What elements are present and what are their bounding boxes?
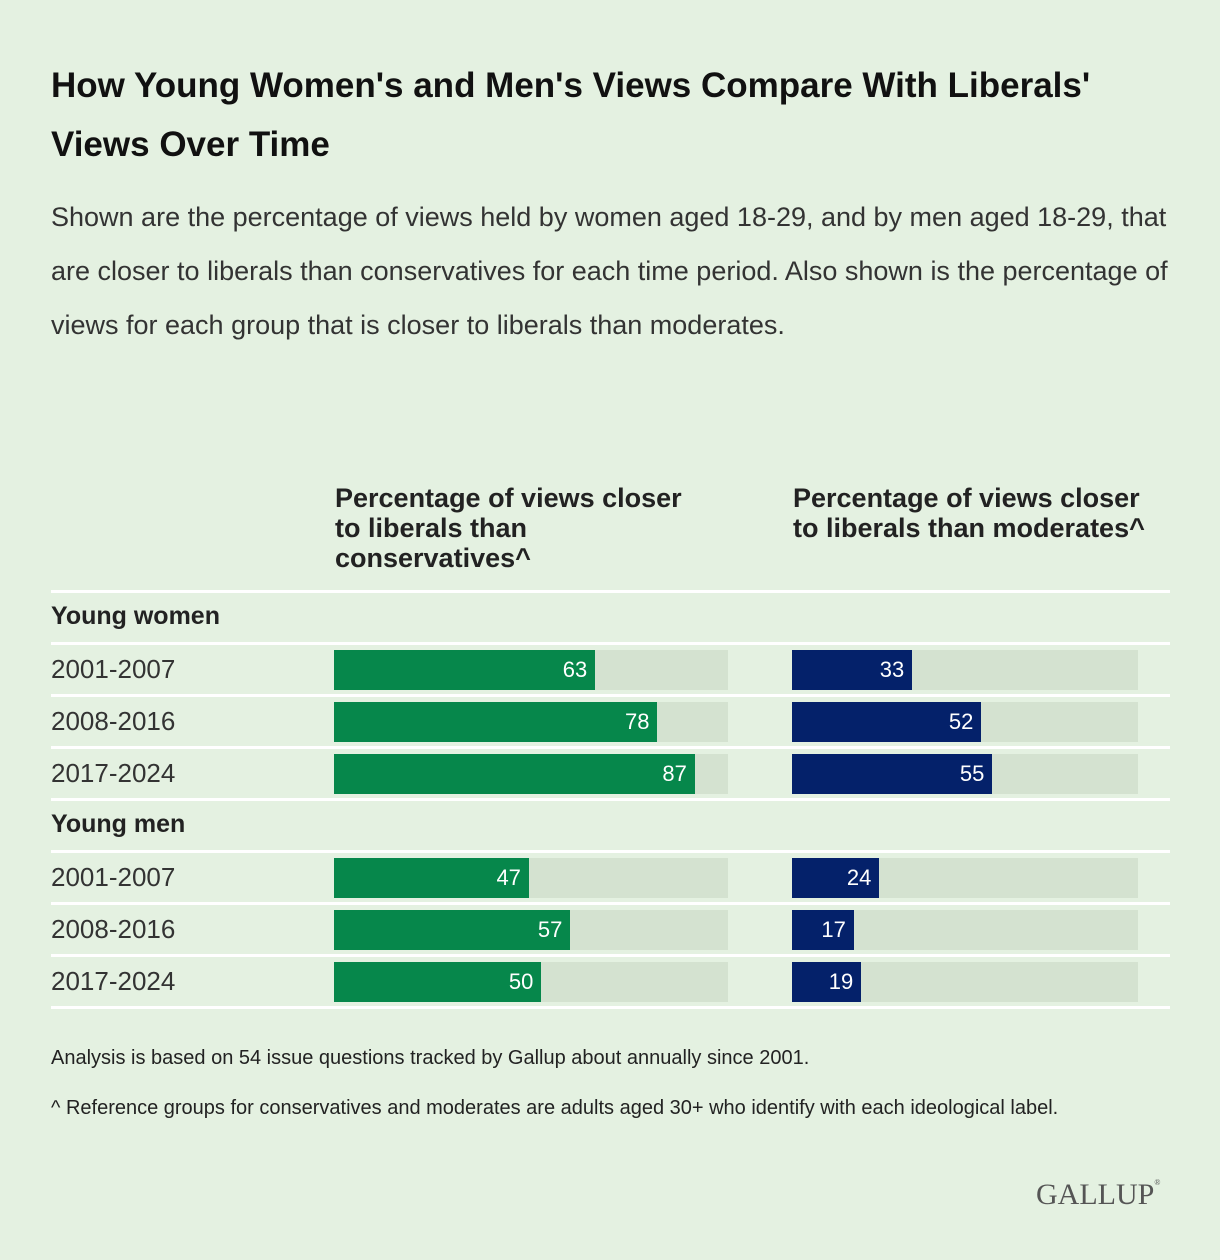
bar [334,910,571,950]
divider [51,642,1170,645]
chart-title: How Young Women's and Men's Views Compar… [51,66,1091,164]
bar-track: 52 [792,702,1138,742]
period-label: 2017-2024 [51,966,176,996]
period-label: 2017-2024 [51,758,176,788]
column-header-moderates: Percentage of views closer to liberals t… [793,483,1145,543]
bar [792,858,880,898]
divider [51,798,1170,801]
bar [792,962,862,1002]
data-label: 17 [821,917,846,942]
bar-track: 78 [334,702,728,742]
data-label: 52 [948,709,974,734]
data-label: 55 [959,761,985,786]
bar [792,650,913,690]
column-header-conservatives: Percentage of views closer to liberals t… [335,483,682,573]
bar [334,962,542,1002]
data-label: 57 [537,917,563,942]
bar-track: 55 [792,754,1138,794]
divider [51,1006,1170,1009]
period-label: 2008-2016 [51,914,176,944]
bar [792,910,854,950]
bar-track: 63 [334,650,728,690]
data-label: 19 [828,969,854,994]
bar [334,702,658,742]
bar-track: 57 [334,910,728,950]
bar-track: 17 [792,910,1138,950]
divider [51,746,1170,749]
divider [51,590,1170,593]
data-label: 63 [562,657,588,682]
data-label: 87 [662,761,687,786]
bar-track: 50 [334,962,728,1002]
group-label: Young men [51,810,186,838]
bar-track: 33 [792,650,1138,690]
footnote-analysis: Analysis is based on 54 issue questions … [51,1047,810,1069]
bar-track: 87 [334,754,728,794]
data-label: 78 [625,709,650,734]
divider [51,850,1170,853]
group-label: Young women [51,602,220,630]
bar-track: 19 [792,962,1138,1002]
divider [51,954,1170,957]
bar-track: 24 [792,858,1138,898]
bar [334,754,695,794]
bar [334,650,596,690]
chart-subtitle: Shown are the percentage of views held b… [51,202,1168,340]
period-label: 2001-2007 [51,862,176,892]
data-label: 50 [508,969,534,994]
gallup-logo: GALLUP® [1036,1178,1161,1211]
period-label: 2008-2016 [51,706,176,736]
data-label: 47 [496,865,521,890]
bar [334,858,529,898]
bar-track: 47 [334,858,728,898]
divider [51,694,1170,697]
data-label: 33 [879,657,905,682]
data-label: 24 [846,865,872,890]
bar [792,702,982,742]
period-label: 2001-2007 [51,654,176,684]
divider [51,902,1170,905]
bar [792,754,993,794]
footnote-reference: ^ Reference groups for conservatives and… [51,1097,1059,1119]
